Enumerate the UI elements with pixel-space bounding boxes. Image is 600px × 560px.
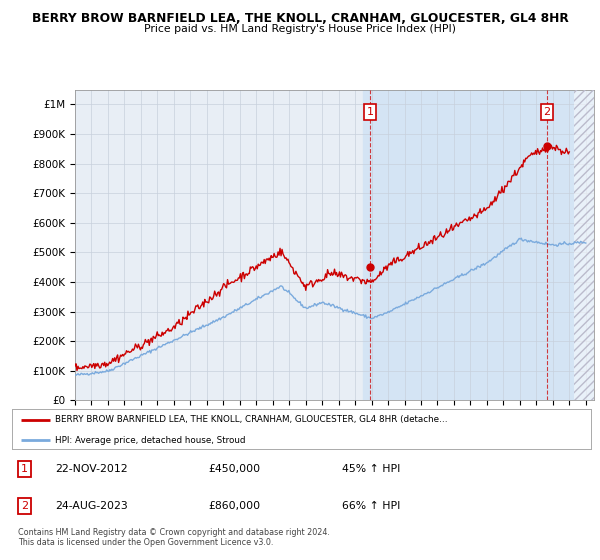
- Text: Contains HM Land Registry data © Crown copyright and database right 2024.
This d: Contains HM Land Registry data © Crown c…: [18, 528, 330, 547]
- Text: 22-NOV-2012: 22-NOV-2012: [55, 464, 128, 474]
- Bar: [364, 90, 594, 400]
- Text: HPI: Average price, detached house, Stroud: HPI: Average price, detached house, Stro…: [55, 436, 246, 445]
- Text: Price paid vs. HM Land Registry's House Price Index (HPI): Price paid vs. HM Land Registry's House …: [144, 24, 456, 34]
- Bar: [574, 90, 594, 400]
- Text: £450,000: £450,000: [209, 464, 261, 474]
- Text: £860,000: £860,000: [209, 501, 261, 511]
- Bar: [574, 90, 594, 400]
- Text: 1: 1: [367, 107, 373, 117]
- Text: 24-AUG-2023: 24-AUG-2023: [55, 501, 128, 511]
- Text: 45% ↑ HPI: 45% ↑ HPI: [342, 464, 400, 474]
- Text: 66% ↑ HPI: 66% ↑ HPI: [342, 501, 400, 511]
- Text: 2: 2: [21, 501, 28, 511]
- Text: BERRY BROW BARNFIELD LEA, THE KNOLL, CRANHAM, GLOUCESTER, GL4 8HR (detache…: BERRY BROW BARNFIELD LEA, THE KNOLL, CRA…: [55, 415, 448, 424]
- Text: 1: 1: [21, 464, 28, 474]
- Text: 2: 2: [544, 107, 551, 117]
- Text: BERRY BROW BARNFIELD LEA, THE KNOLL, CRANHAM, GLOUCESTER, GL4 8HR: BERRY BROW BARNFIELD LEA, THE KNOLL, CRA…: [32, 12, 568, 25]
